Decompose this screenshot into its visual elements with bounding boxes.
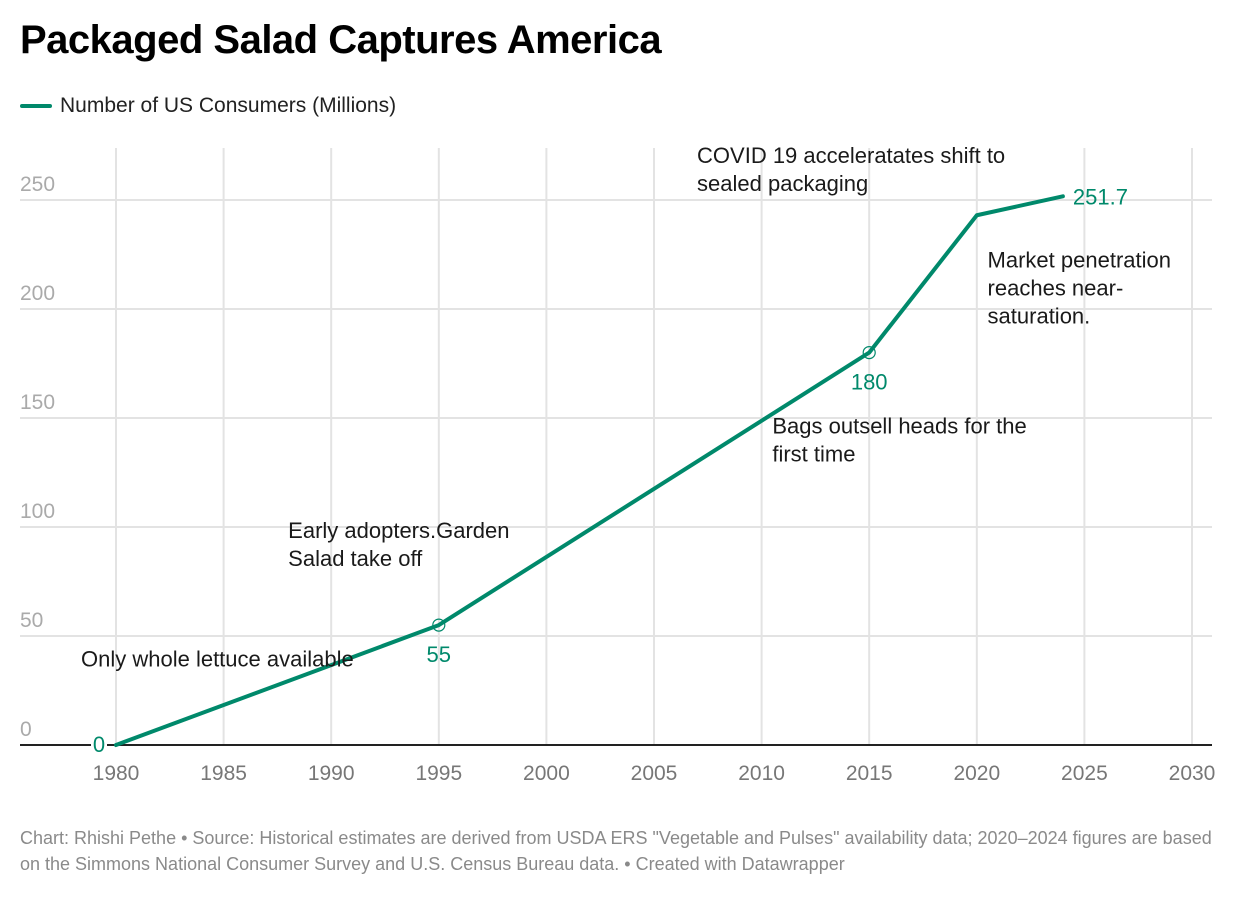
chart-title: Packaged Salad Captures America [20, 18, 662, 62]
annotation-text: Early adopters.Garden [288, 518, 509, 543]
annotation-text: sealed packaging [697, 171, 868, 196]
data-label-bg [91, 735, 107, 755]
annotation-text: Market penetration [988, 248, 1171, 273]
annotation-text: reaches near- [988, 276, 1124, 301]
x-tick-label: 1995 [415, 762, 462, 785]
y-tick-label: 0 [20, 718, 32, 741]
data-point-marker [862, 346, 876, 360]
data-point-marker [432, 618, 446, 632]
x-tick-label: 1985 [200, 762, 247, 785]
y-tick-label: 200 [20, 282, 55, 305]
y-tick-label: 50 [20, 609, 43, 632]
y-tick-label: 150 [20, 391, 55, 414]
y-tick-label: 100 [20, 500, 55, 523]
legend: Number of US Consumers (Millions) [20, 94, 396, 118]
legend-swatch [20, 104, 52, 108]
x-tick-label: 2020 [953, 762, 1000, 785]
x-tick-label: 2010 [738, 762, 785, 785]
data-label: 180 [851, 370, 888, 395]
x-tick-label: 2015 [846, 762, 893, 785]
data-label: 251.7 [1073, 184, 1128, 209]
x-tick-label: 2025 [1061, 762, 1108, 785]
data-label: 55 [427, 642, 451, 667]
footer-source: Chart: Rhishi Pethe • Source: Historical… [20, 828, 1212, 874]
annotation-text: Only whole lettuce available [81, 647, 354, 672]
annotation-text: first time [772, 441, 855, 466]
legend-label: Number of US Consumers (Millions) [60, 94, 397, 117]
annotation-text: saturation. [988, 304, 1091, 329]
y-tick-label: 250 [20, 173, 55, 196]
annotation-text: Salad take off [288, 546, 423, 571]
series-line [114, 194, 1065, 747]
x-tick-label: 2000 [523, 762, 570, 785]
x-tick-label: 2030 [1169, 762, 1216, 785]
annotation-text: Bags outsell heads for the [772, 413, 1026, 438]
data-label: 0 [93, 732, 105, 757]
x-tick-label: 1990 [308, 762, 355, 785]
x-tick-label: 1980 [93, 762, 140, 785]
annotation-text: COVID 19 acceleratates shift to [697, 143, 1005, 168]
x-tick-label: 2005 [631, 762, 678, 785]
